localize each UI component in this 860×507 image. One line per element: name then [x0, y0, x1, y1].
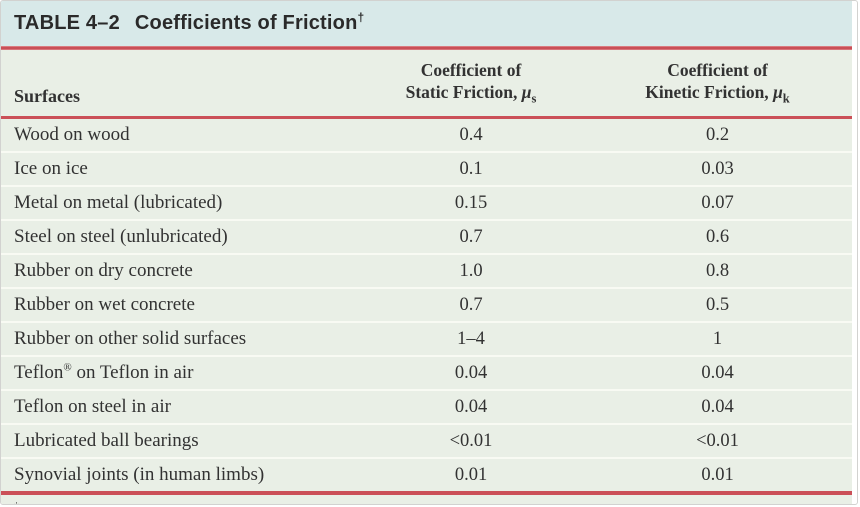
- table-row: Lubricated ball bearings <0.01 <0.01: [1, 425, 852, 459]
- kinetic-friction-column-header: Coefficient of Kinetic Friction, μk: [583, 50, 852, 119]
- table-number: TABLE 4–2: [14, 12, 120, 34]
- footnote-dagger-mark: †: [14, 501, 19, 505]
- friction-table: Surfaces Coefficient of Static Friction,…: [1, 50, 852, 495]
- table-title: Coefficients of Friction†: [134, 10, 365, 35]
- kinetic-value-cell: 0.03: [583, 153, 852, 187]
- table-row: Rubber on other solid surfaces 1–4 1: [1, 323, 852, 357]
- surface-cell: Rubber on dry concrete: [1, 255, 359, 289]
- surface-cell: Metal on metal (lubricated): [1, 187, 359, 221]
- mu-symbol: μ: [773, 81, 783, 102]
- table-title-text: Coefficients of Friction: [134, 12, 358, 34]
- surface-cell: Rubber on wet concrete: [1, 289, 359, 323]
- static-value-cell: <0.01: [359, 425, 583, 459]
- kinetic-header-line2: Kinetic Friction, μk: [645, 81, 790, 106]
- mu-subscript-s: s: [531, 91, 537, 106]
- table-title-bar: TABLE 4–2 Coefficients of Friction†: [1, 1, 852, 46]
- table-row: Rubber on wet concrete 0.7 0.5: [1, 289, 852, 323]
- kinetic-value-cell: 0.04: [583, 391, 852, 425]
- static-header-line1: Coefficient of: [420, 60, 522, 80]
- static-value-cell: 0.04: [359, 357, 583, 391]
- kinetic-header-line1: Coefficient of: [667, 60, 768, 80]
- static-value-cell: 0.7: [359, 289, 583, 323]
- table-row: Teflon on steel in air 0.04 0.04: [1, 391, 852, 425]
- kinetic-value-cell: 0.5: [583, 289, 852, 323]
- static-value-cell: 0.7: [359, 221, 583, 255]
- surface-cell: Steel on steel (unlubricated): [1, 221, 359, 255]
- surface-cell: Ice on ice: [1, 153, 359, 187]
- title-dagger-mark: †: [357, 10, 365, 25]
- kinetic-value-cell: <0.01: [583, 425, 852, 459]
- surfaces-header-label: Surfaces: [14, 86, 80, 106]
- kinetic-value-cell: 0.2: [583, 119, 852, 153]
- footnote: †Values are approximate and intended onl…: [1, 495, 852, 505]
- kinetic-value-cell: 0.04: [583, 357, 852, 391]
- static-header-line2: Static Friction, μs: [405, 81, 537, 106]
- kinetic-value-cell: 0.8: [583, 255, 852, 289]
- kinetic-value-cell: 0.07: [583, 187, 852, 221]
- table-row: Wood on wood 0.4 0.2: [1, 119, 852, 153]
- static-value-cell: 0.15: [359, 187, 583, 221]
- registered-trademark-mark: ®: [63, 361, 72, 374]
- mu-subscript-k: k: [782, 91, 790, 106]
- surface-cell: Synovial joints (in human limbs): [1, 459, 359, 495]
- table-row: Synovial joints (in human limbs) 0.01 0.…: [1, 459, 852, 495]
- kinetic-value-cell: 0.6: [583, 221, 852, 255]
- table-header: Surfaces Coefficient of Static Friction,…: [1, 50, 852, 119]
- kinetic-value-cell: 1: [583, 323, 852, 357]
- surfaces-column-header: Surfaces: [1, 50, 359, 119]
- header-row: Surfaces Coefficient of Static Friction,…: [1, 50, 852, 119]
- table-row: Steel on steel (unlubricated) 0.7 0.6: [1, 221, 852, 255]
- table-body: Wood on wood 0.4 0.2 Ice on ice 0.1 0.03…: [1, 119, 852, 495]
- footnote-text: Values are approximate and intended only…: [22, 503, 341, 504]
- mu-symbol: μ: [521, 81, 532, 102]
- surface-cell: Teflon® on Teflon in air: [1, 357, 359, 391]
- static-value-cell: 0.04: [359, 391, 583, 425]
- static-value-cell: 1.0: [359, 255, 583, 289]
- surface-cell: Wood on wood: [1, 119, 359, 153]
- static-value-cell: 0.01: [359, 459, 583, 495]
- surface-cell: Teflon on steel in air: [1, 391, 359, 425]
- table-row: Ice on ice 0.1 0.03: [1, 153, 852, 187]
- table-row: Teflon® on Teflon in air 0.04 0.04: [1, 357, 852, 391]
- table-row: Metal on metal (lubricated) 0.15 0.07: [1, 187, 852, 221]
- surface-cell: Rubber on other solid surfaces: [1, 323, 359, 357]
- kinetic-value-cell: 0.01: [583, 459, 852, 495]
- static-value-cell: 0.1: [359, 153, 583, 187]
- static-value-cell: 1–4: [359, 323, 583, 357]
- title-rule: [1, 46, 852, 50]
- static-friction-column-header: Coefficient of Static Friction, μs: [359, 50, 583, 119]
- table-row: Rubber on dry concrete 1.0 0.8: [1, 255, 852, 289]
- surface-cell: Lubricated ball bearings: [1, 425, 359, 459]
- static-value-cell: 0.4: [359, 119, 583, 153]
